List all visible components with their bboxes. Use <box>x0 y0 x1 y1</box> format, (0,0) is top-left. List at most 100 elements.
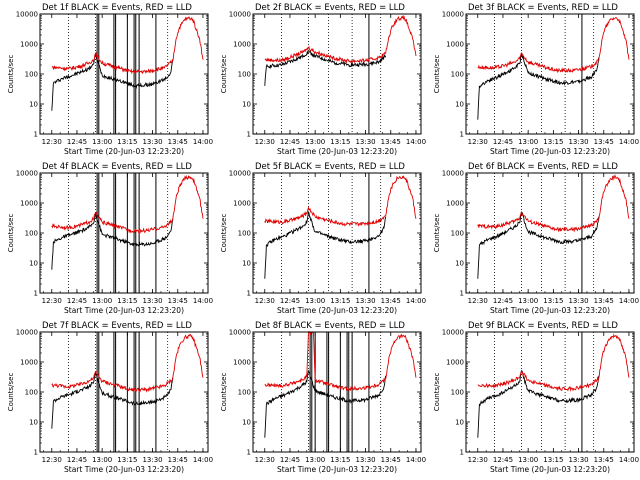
x-tick-label: 13:00 <box>518 138 538 146</box>
x-tick-label: 12:45 <box>67 297 87 305</box>
plot-frame <box>465 13 635 135</box>
x-tick-label: 13:45 <box>168 456 188 464</box>
x-tick-label: 14:00 <box>619 297 639 305</box>
x-axis-label: Start Time (20-Jun-03 12:23:20) <box>277 306 397 315</box>
events-series-line <box>477 211 600 279</box>
x-tick-label: 12:30 <box>468 456 488 464</box>
lld-series-line <box>51 16 204 75</box>
y-axis-label: Counts/sec <box>7 373 15 412</box>
x-tick-label: 13:00 <box>305 456 325 464</box>
x-tick-label: 13:30 <box>142 456 162 464</box>
plot-frame <box>465 172 635 294</box>
x-axis-label: Start Time (20-Jun-03 12:23:20) <box>490 306 610 315</box>
y-tick-label: 1 <box>247 449 251 457</box>
x-axis-label: Start Time (20-Jun-03 12:23:20) <box>64 465 184 474</box>
lld-series-line <box>51 174 204 235</box>
y-tick-label: 10 <box>29 419 38 427</box>
x-tick-label: 13:45 <box>381 138 401 146</box>
y-tick-label: 1 <box>34 449 38 457</box>
y-tick-label: 10 <box>242 419 251 427</box>
y-tick-label: 10 <box>29 101 38 109</box>
y-tick-label: 1000 <box>233 41 251 49</box>
x-tick-label: 13:00 <box>305 138 325 146</box>
y-tick-label: 1000 <box>446 41 464 49</box>
panel-det-8: Det 8f BLACK = Events, RED = LLD Counts/s… <box>220 321 426 474</box>
panel-det-6: Det 6f BLACK = Events, RED = LLD Counts/s… <box>433 162 639 315</box>
panel-title: Det 6f BLACK = Events, RED = LLD <box>468 162 618 172</box>
x-tick-label: 12:45 <box>280 297 300 305</box>
lld-series-line <box>264 330 417 392</box>
y-tick-label: 1000 <box>446 200 464 208</box>
lld-series-line <box>264 14 417 64</box>
plot-frame <box>465 331 635 453</box>
x-tick-label: 12:30 <box>42 138 62 146</box>
panel-title: Det 2f BLACK = Events, RED = LLD <box>255 3 405 13</box>
y-axis-label: Counts/sec <box>220 55 228 94</box>
events-series-line <box>51 213 174 270</box>
plot-frame <box>252 13 422 135</box>
y-tick-label: 1 <box>460 290 464 298</box>
y-tick-label: 1000 <box>233 200 251 208</box>
y-tick-label: 1000 <box>446 359 464 367</box>
x-tick-label: 12:45 <box>280 456 300 464</box>
x-tick-label: 14:00 <box>619 456 639 464</box>
x-tick-label: 13:45 <box>594 456 614 464</box>
x-axis-label: Start Time (20-Jun-03 12:23:20) <box>277 147 397 156</box>
x-tick-label: 13:15 <box>543 456 563 464</box>
y-tick-label: 1000 <box>20 200 38 208</box>
x-tick-label: 12:45 <box>493 138 513 146</box>
x-tick-label: 13:15 <box>330 456 350 464</box>
y-tick-label: 100 <box>25 71 38 79</box>
y-tick-label: 10000 <box>229 329 251 337</box>
events-series-line <box>477 52 600 120</box>
lld-series-line <box>51 333 204 393</box>
y-axis-label: Counts/sec <box>7 55 15 94</box>
x-tick-label: 14:00 <box>193 297 213 305</box>
panel-title: Det 9f BLACK = Events, RED = LLD <box>468 321 618 331</box>
x-tick-label: 12:45 <box>493 456 513 464</box>
x-tick-label: 13:45 <box>381 456 401 464</box>
x-tick-label: 13:30 <box>355 138 375 146</box>
y-axis-label: Counts/sec <box>433 214 441 253</box>
plot-frame <box>39 172 209 294</box>
panel-det-3: Det 3f BLACK = Events, RED = LLD Counts/s… <box>433 3 639 156</box>
y-tick-label: 10000 <box>229 11 251 19</box>
y-tick-label: 100 <box>238 71 251 79</box>
lld-series-line <box>477 333 630 392</box>
x-tick-label: 13:30 <box>568 456 588 464</box>
events-series-line <box>51 52 174 111</box>
y-tick-label: 10000 <box>442 170 464 178</box>
x-tick-label: 13:30 <box>355 456 375 464</box>
y-tick-label: 10 <box>242 101 251 109</box>
y-tick-label: 1 <box>247 290 251 298</box>
x-tick-label: 12:45 <box>67 456 87 464</box>
x-tick-label: 13:00 <box>518 297 538 305</box>
x-tick-label: 14:00 <box>619 138 639 146</box>
x-tick-label: 12:45 <box>493 297 513 305</box>
panel-title: Det 1f BLACK = Events, RED = LLD <box>42 3 192 13</box>
plot-frame <box>252 172 422 294</box>
panel-title: Det 7f BLACK = Events, RED = LLD <box>42 321 192 331</box>
y-tick-label: 100 <box>238 389 251 397</box>
y-tick-label: 1000 <box>20 41 38 49</box>
x-tick-label: 14:00 <box>193 456 213 464</box>
events-series-line <box>51 372 174 429</box>
x-axis-label: Start Time (20-Jun-03 12:23:20) <box>277 465 397 474</box>
x-tick-label: 13:00 <box>92 138 112 146</box>
y-axis-label: Counts/sec <box>433 55 441 94</box>
panel-det-1: Det 1f BLACK = Events, RED = LLD Counts/s… <box>7 3 213 156</box>
panel-det-2: Det 2f BLACK = Events, RED = LLD Counts/s… <box>220 3 426 156</box>
x-axis-label: Start Time (20-Jun-03 12:23:20) <box>64 147 184 156</box>
y-tick-label: 100 <box>451 230 464 238</box>
lld-series-line <box>264 175 417 227</box>
x-tick-label: 13:45 <box>594 138 614 146</box>
x-tick-label: 14:00 <box>193 138 213 146</box>
x-tick-label: 13:30 <box>142 297 162 305</box>
y-tick-label: 10000 <box>16 329 38 337</box>
x-tick-label: 13:30 <box>568 297 588 305</box>
x-tick-label: 13:15 <box>330 297 350 305</box>
panel-det-4: Det 4f BLACK = Events, RED = LLD Counts/s… <box>7 162 213 315</box>
plot-frame <box>39 13 209 135</box>
y-axis-label: Counts/sec <box>220 373 228 412</box>
